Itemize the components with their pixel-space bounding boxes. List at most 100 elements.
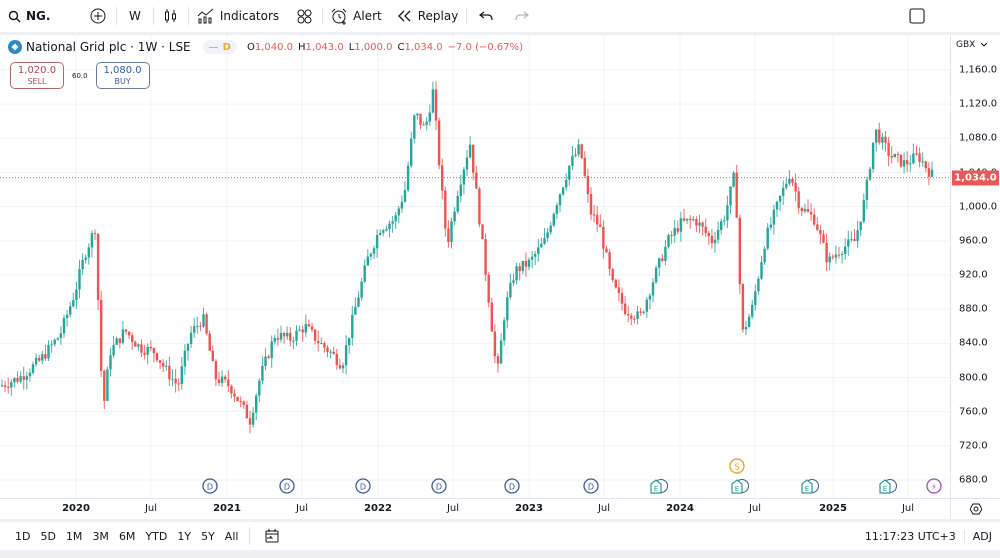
compare-symbol-button[interactable] (80, 0, 116, 32)
svg-text:D: D (360, 483, 366, 492)
sell-button[interactable]: 1,020.0 SELL (10, 62, 64, 89)
price-tick: 1,080.0 (959, 132, 998, 144)
indicators-label: Indicators (219, 9, 280, 23)
dividend-event-icon[interactable]: D (279, 478, 295, 498)
buy-label: BUY (114, 76, 131, 86)
time-tick: Jul (295, 503, 309, 514)
bottom-toolbar: 1D 5D 1M 3M 6M YTD 1Y 5Y All 11:17:23 UTC+3 ADJ (0, 522, 1000, 550)
layouts-button[interactable] (287, 0, 322, 32)
redo-button[interactable] (505, 0, 539, 32)
svg-text:E: E (883, 485, 887, 493)
range-button-5d[interactable]: 5D (40, 529, 56, 543)
range-button-1y[interactable]: 1Y (177, 529, 192, 543)
symbol-title[interactable]: National Grid plc · 1W · LSE (26, 40, 191, 54)
split-event-icon[interactable]: S (729, 458, 745, 478)
chart-type-button[interactable] (154, 0, 188, 32)
price-axis[interactable]: GBX 1,160.01,120.01,080.01,040.01,000.09… (950, 35, 1000, 498)
flash-event-icon[interactable]: ⚡ (926, 478, 942, 498)
dividend-event-icon[interactable]: D (431, 478, 447, 498)
currency-selector[interactable]: GBX (956, 40, 988, 50)
dividend-event-icon[interactable]: D (583, 478, 599, 498)
currency-label: GBX (956, 40, 976, 50)
interval-button[interactable]: W (129, 9, 141, 23)
divider (187, 7, 189, 25)
time-tick: Jul (597, 503, 611, 514)
divider (322, 7, 324, 25)
data-status-badge[interactable]: — D (202, 40, 237, 54)
range-button-5y[interactable]: 5Y (201, 529, 215, 543)
replay-button[interactable]: Replay (390, 0, 467, 32)
ohlc-values: O1,040.0 H1,043.0 L1,000.0 C1,034.0 −7.0… (247, 42, 523, 53)
range-button-1m[interactable]: 1M (65, 529, 83, 543)
price-tick: 880.0 (959, 303, 988, 315)
time-tick: 2020 (62, 503, 90, 514)
fullscreen-button[interactable] (901, 0, 933, 32)
buy-price: 1,080.0 (103, 64, 142, 76)
high-key: H (298, 41, 306, 53)
events-row: D D D D D D E E S E E ⚡ (0, 458, 950, 498)
alert-button[interactable]: Alert (323, 0, 390, 32)
change-value: −7.0 (−0.67%) (447, 41, 524, 53)
chart-pane[interactable]: National Grid plc · 1W · LSE — D O1,040.… (0, 35, 1000, 519)
alarm-clock-icon (331, 8, 347, 25)
delayed-badge: D (222, 41, 231, 53)
svg-text:E: E (735, 485, 739, 493)
square-icon (909, 8, 925, 24)
candles-icon (164, 9, 176, 23)
undo-icon (479, 11, 493, 21)
trade-panel: 1,020.0 SELL 60.0 1,080.0 BUY (10, 62, 150, 89)
candlestick-chart[interactable] (0, 35, 950, 498)
earnings-event-icon[interactable]: E (800, 478, 820, 498)
price-plot[interactable] (0, 35, 950, 498)
time-axis[interactable]: 2020 Jul 2021 Jul 2022 Jul 2023 Jul 2024 Jul 2025 J… (0, 498, 950, 519)
chevron-down-icon (981, 43, 988, 47)
svg-text:E: E (805, 485, 809, 493)
undo-button[interactable] (467, 0, 505, 32)
current-price-label: 1,034.0 (952, 170, 999, 186)
axis-settings-button[interactable] (950, 498, 1000, 519)
svg-text:D: D (207, 483, 213, 492)
price-tick: 960.0 (959, 235, 988, 247)
price-tick: 800.0 (959, 372, 988, 383)
time-tick: Jul (446, 503, 460, 514)
adjust-toggle[interactable]: ADJ (963, 529, 1000, 543)
dividend-event-icon[interactable]: D (202, 478, 218, 498)
svg-text:⚡: ⚡ (931, 483, 937, 492)
divider (152, 7, 154, 25)
divider (466, 7, 468, 25)
dividend-event-icon[interactable]: D (355, 478, 371, 498)
low-key: L (348, 41, 355, 53)
high-value: 1,043.0 (305, 41, 344, 53)
goto-date-button[interactable] (256, 520, 288, 552)
svg-text:S: S (734, 463, 739, 472)
time-tick: Jul (144, 503, 158, 514)
svg-text:D: D (588, 483, 594, 492)
clock-timezone[interactable]: 11:17:23 UTC+3 (864, 529, 956, 543)
indicators-button[interactable]: Indicators (189, 0, 287, 32)
symbol-search-button[interactable]: NG. (0, 0, 80, 32)
buy-button[interactable]: 1,080.0 BUY (95, 62, 150, 89)
plus-circle-icon (90, 8, 106, 24)
range-button-1d[interactable]: 1D (15, 529, 31, 543)
range-button-6m[interactable]: 6M (118, 529, 136, 543)
time-tick: Jul (748, 503, 762, 514)
range-buttons: 1D 5D 1M 3M 6M YTD 1Y 5Y All (0, 530, 243, 543)
svg-text:D: D (284, 483, 290, 492)
earnings-event-icon[interactable]: E (878, 478, 898, 498)
sell-price: 1,020.0 (17, 64, 57, 76)
dividend-event-icon[interactable]: D (504, 478, 520, 498)
earnings-event-icon[interactable]: E (730, 478, 750, 498)
rewind-icon (397, 10, 411, 22)
symbol-label: NG. (26, 9, 51, 23)
range-button-all[interactable]: All (224, 529, 239, 543)
range-button-ytd[interactable]: YTD (145, 529, 168, 543)
earnings-event-icon[interactable]: E (649, 478, 669, 498)
open-value: 1,040.0 (254, 41, 293, 53)
divider (116, 7, 117, 25)
range-button-3m[interactable]: 3M (92, 529, 109, 543)
time-tick: 2022 (364, 503, 392, 514)
sell-label: SELL (27, 76, 47, 86)
low-value: 1,000.0 (354, 41, 393, 53)
time-tick: 2021 (213, 503, 241, 514)
time-tick: 2024 (666, 503, 694, 514)
